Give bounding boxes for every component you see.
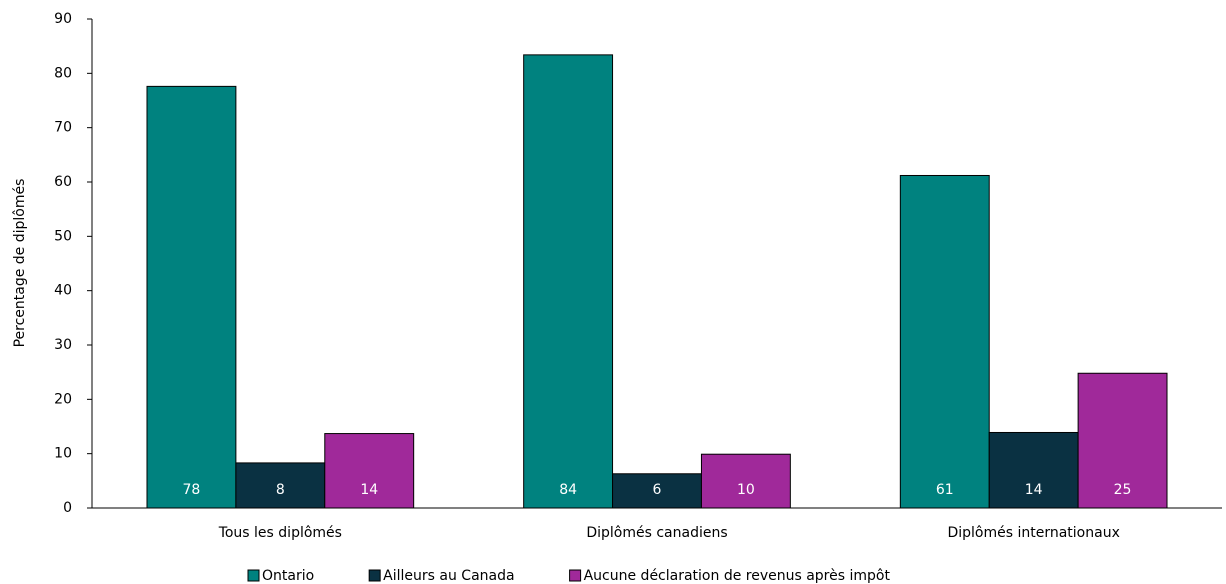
y-tick-label: 20 (54, 391, 72, 407)
y-tick-label: 10 (54, 446, 72, 462)
bar (146, 85, 237, 509)
x-tick-label: Diplômés internationaux (947, 525, 1119, 541)
bar (235, 462, 326, 509)
data-label: 8 (276, 482, 285, 498)
legend-swatch (569, 569, 582, 582)
data-label: 14 (1025, 482, 1043, 498)
bar (1077, 372, 1168, 509)
x-tick-label: Tous les diplômés (218, 525, 342, 541)
legend-swatch (368, 569, 381, 582)
bar (700, 453, 791, 509)
y-tick-label: 40 (54, 283, 72, 299)
y-tick-label: 80 (54, 65, 72, 81)
legend-label: Ontario (262, 568, 314, 584)
legend-swatch (247, 569, 260, 582)
bar (523, 54, 614, 509)
data-label: 61 (936, 482, 954, 498)
legend-label: Ailleurs au Canada (383, 568, 514, 584)
y-tick-label: 60 (54, 174, 72, 190)
bar (899, 174, 990, 509)
y-tick-label: 0 (63, 500, 72, 516)
x-tick-label: Diplômés canadiens (586, 525, 727, 541)
y-tick-label: 30 (54, 337, 72, 353)
data-label: 10 (737, 482, 755, 498)
data-label: 84 (559, 482, 577, 498)
data-label: 78 (183, 482, 201, 498)
y-axis-label: Percentage de diplômés (12, 179, 28, 348)
data-label: 6 (653, 482, 662, 498)
bar (988, 431, 1079, 509)
y-tick-label: 90 (54, 11, 72, 27)
bar (324, 433, 415, 509)
data-label: 14 (360, 482, 378, 498)
y-tick-label: 50 (54, 228, 72, 244)
y-tick-label: 70 (54, 120, 72, 136)
legend-label: Aucune déclaration de revenus après impô… (584, 568, 891, 584)
data-label: 25 (1114, 482, 1132, 498)
